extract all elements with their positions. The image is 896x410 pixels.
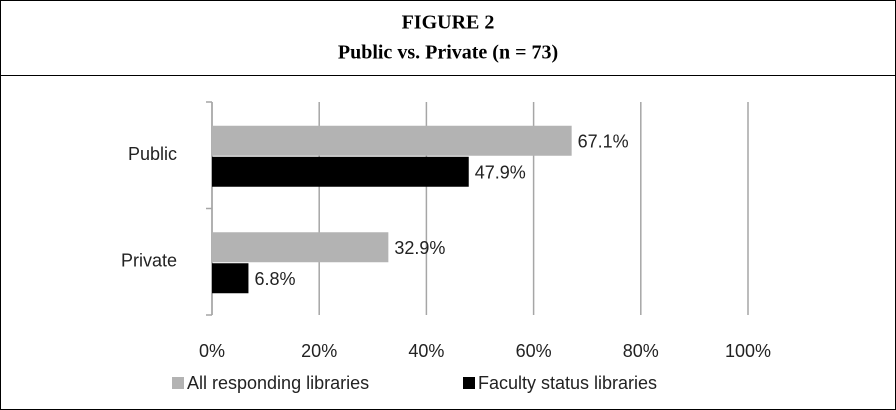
bar bbox=[212, 125, 572, 156]
value-label: 67.1% bbox=[578, 132, 629, 152]
chart-subtitle: Public vs. Private (n = 73) bbox=[338, 42, 558, 64]
bar bbox=[212, 263, 249, 294]
legend-swatch bbox=[463, 377, 475, 389]
legend-label: All responding libraries bbox=[187, 373, 369, 393]
bar bbox=[212, 156, 469, 187]
x-tick-label: 0% bbox=[199, 341, 225, 361]
x-tick-label: 20% bbox=[301, 341, 337, 361]
legend-swatch bbox=[172, 377, 184, 389]
x-tick-label: 60% bbox=[516, 341, 552, 361]
x-tick-label: 80% bbox=[623, 341, 659, 361]
chart-title: FIGURE 2 bbox=[402, 12, 495, 34]
value-label: 6.8% bbox=[254, 269, 295, 289]
legend-label: Faculty status libraries bbox=[478, 373, 657, 393]
value-label: 32.9% bbox=[394, 238, 445, 258]
y-tick-label: Private bbox=[121, 251, 177, 271]
value-label: 47.9% bbox=[475, 163, 526, 183]
x-tick-label: 100% bbox=[725, 341, 771, 361]
y-tick-label: Public bbox=[128, 144, 177, 164]
bar bbox=[212, 232, 389, 263]
x-tick-label: 40% bbox=[408, 341, 444, 361]
